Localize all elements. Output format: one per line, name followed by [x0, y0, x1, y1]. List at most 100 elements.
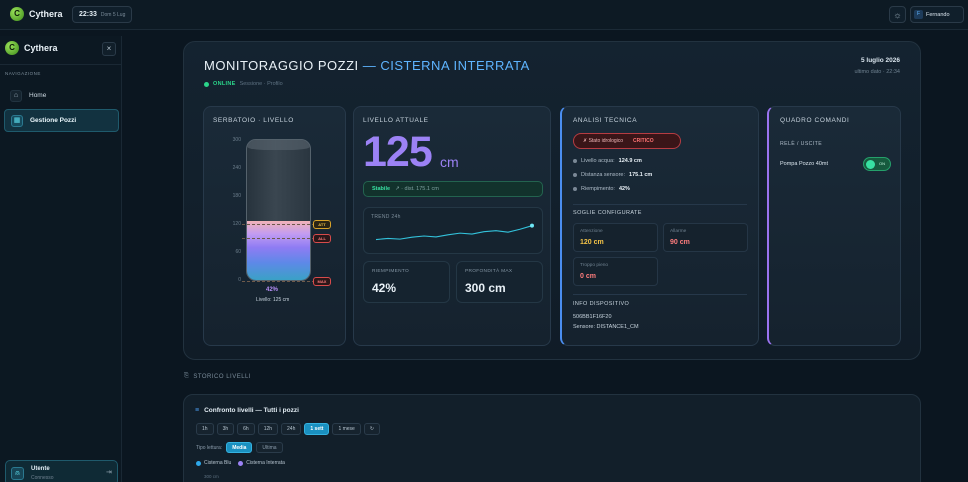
- legend-dot-icon: [196, 460, 201, 466]
- header-date: 5 luglio 2026: [860, 57, 900, 64]
- close-sidebar-button[interactable]: ×: [102, 42, 116, 56]
- well-monitor-card: MONITORAGGIO POZZI — CISTERNA INTERRATA …: [183, 41, 921, 360]
- current-level-panel: LIVELLO ATTUALE 125 cm Stabile ↗ · dist.…: [353, 106, 551, 346]
- bullet-icon: [573, 159, 577, 163]
- fill-label: RIEMPIMENTO: [372, 269, 410, 274]
- device-title: INFO DISPOSITIVO: [573, 301, 630, 307]
- range-button-3h[interactable]: 3h: [216, 423, 235, 435]
- analysis-row-value: 175.1 cm: [629, 172, 653, 178]
- range-button-1-week[interactable]: 1 sett: [304, 423, 330, 435]
- refresh-button[interactable]: ↻: [363, 423, 381, 435]
- history-section-label: STORICO LIVELLI: [193, 373, 252, 380]
- grid-icon: ▦: [11, 114, 23, 127]
- clock-time: 22:33: [79, 11, 97, 18]
- threshold-card-overflow: Troppo pieno 0 cm: [573, 257, 658, 286]
- legend-label: Cisterna Blu: [204, 460, 232, 466]
- trend-last-point: [530, 223, 534, 228]
- level-panel-title: LIVELLO ATTUALE: [363, 117, 429, 124]
- tag-max: MAX: [313, 277, 331, 286]
- brand[interactable]: C Cythera: [10, 7, 63, 21]
- user-menu-button[interactable]: F Fernando: [910, 6, 964, 23]
- sidebar-brand[interactable]: C Cythera: [5, 41, 58, 55]
- tank-tick: 240: [232, 165, 241, 171]
- threshold-card-attention: Attenzione 120 cm: [573, 223, 658, 252]
- title-separator: —: [358, 58, 381, 73]
- status-badge: ONLINE Sessione · Profilo: [204, 81, 283, 87]
- threshold-value: 90 cm: [670, 239, 690, 246]
- level-value: 125: [363, 128, 433, 176]
- analysis-row-key: Distanza sensore:: [581, 172, 626, 178]
- history-card-title: ≡ Confronto livelli — Tutti i pozzi: [195, 407, 299, 414]
- threshold-label: Troppo pieno: [580, 263, 609, 268]
- tank-tick: 120: [232, 221, 241, 227]
- trend-line: [375, 225, 533, 241]
- tank-graphic: [246, 139, 311, 281]
- chart-legend: Cisterna Blu Cisterna Interrata: [196, 460, 285, 466]
- user-card[interactable]: ⍝ Utente Connesso ⇥: [5, 460, 118, 482]
- last-update: ultimo dato · 22:34: [854, 69, 900, 75]
- tank-panel-title: SERBATOIO · LIVELLO: [213, 117, 294, 124]
- bullet-icon: [573, 173, 577, 177]
- stability-info: ↗ · dist. 175.1 cm: [395, 186, 439, 192]
- avatar: F: [914, 10, 923, 19]
- analysis-title: ANALISI TECNICA: [573, 117, 638, 124]
- technical-analysis-panel: ANALISI TECNICA ✗ Stato idrologico CRITI…: [560, 106, 759, 346]
- reading-type-last[interactable]: Ultima: [256, 442, 283, 453]
- hydro-state-key: ✗ Stato idrologico: [583, 138, 624, 144]
- settings-button[interactable]: ☼: [889, 6, 906, 23]
- tank-panel: SERBATOIO · LIVELLO 300 240 180 120 60 0…: [203, 106, 346, 346]
- depth-card: PROFONDITÀ MAX 300 cm: [456, 261, 543, 303]
- trend-label: TREND 24h: [371, 214, 401, 220]
- control-panel-title: QUADRO COMANDI: [780, 117, 850, 124]
- tag-attention: ATT: [313, 220, 331, 229]
- brand-name: Cythera: [29, 9, 63, 19]
- user-name: Fernando: [926, 11, 950, 18]
- sidebar-item-label: Home: [29, 92, 47, 99]
- range-button-12h[interactable]: 12h: [257, 423, 279, 435]
- status-label: ONLINE: [213, 81, 236, 87]
- threshold-label: Attenzione: [580, 229, 603, 234]
- legend-item[interactable]: Cisterna Blu: [196, 460, 231, 466]
- threshold-value: 0 cm: [580, 273, 596, 280]
- toggle-knob: [866, 160, 875, 169]
- analysis-row: Livello acqua: 124.9 cm: [573, 158, 642, 164]
- tank-percent: 42%: [266, 287, 279, 293]
- legend-item[interactable]: Cisterna Interrata: [238, 460, 285, 466]
- legend-label: Cisterna Interrata: [246, 460, 285, 466]
- range-button-1h[interactable]: 1h: [196, 423, 214, 435]
- depth-value: 300 cm: [465, 281, 506, 295]
- relay-toggle[interactable]: ON: [863, 157, 891, 171]
- relay-section-label: RELÈ / USCITE: [780, 141, 823, 147]
- trend-sparkline: [375, 223, 534, 241]
- hydro-state-badge: ✗ Stato idrologico CRITICO: [573, 133, 681, 149]
- threshold-line-max: [242, 281, 330, 282]
- tank-tick: 60: [235, 249, 241, 255]
- sidebar-item-gestione-pozzi[interactable]: ▦ Gestione Pozzi: [4, 109, 119, 132]
- relay-name: Pompa Pozzo 40mt: [780, 161, 828, 167]
- level-unit: cm: [440, 154, 459, 170]
- tank-cap: [247, 140, 310, 150]
- user-card-subtitle: Connesso: [31, 475, 54, 481]
- sidebar-brand-name: Cythera: [24, 43, 58, 53]
- range-button-1-month[interactable]: 1 mese: [332, 423, 361, 435]
- analysis-row-key: Livello acqua:: [581, 158, 615, 164]
- analysis-row: Distanza sensore: 175.1 cm: [573, 172, 652, 178]
- nav-section-label: NAVIGAZIONE: [5, 71, 41, 76]
- analysis-row-value: 42%: [618, 186, 630, 192]
- range-button-6h[interactable]: 6h: [237, 423, 255, 435]
- logout-icon[interactable]: ⇥: [106, 469, 112, 476]
- hydro-state-value: CRITICO: [633, 138, 654, 144]
- tank-level-label: Livello: 125 cm: [256, 297, 290, 303]
- device-id: 506BB1F16F20: [573, 314, 612, 320]
- threshold-label: Allarme: [670, 229, 687, 234]
- tank-tick: 180: [232, 193, 241, 199]
- reading-type-average[interactable]: Media: [226, 442, 253, 453]
- divider: [0, 64, 122, 65]
- chart-axis-label: 300 cm: [204, 474, 219, 479]
- analysis-row: Riempimento: 42%: [573, 186, 630, 192]
- threshold-line-att: [242, 224, 330, 225]
- tag-alarm: ALL: [313, 234, 331, 243]
- sidebar-item-home[interactable]: ⌂ Home: [4, 84, 119, 107]
- logo-icon: C: [10, 7, 24, 21]
- range-button-24h[interactable]: 24h: [281, 423, 302, 435]
